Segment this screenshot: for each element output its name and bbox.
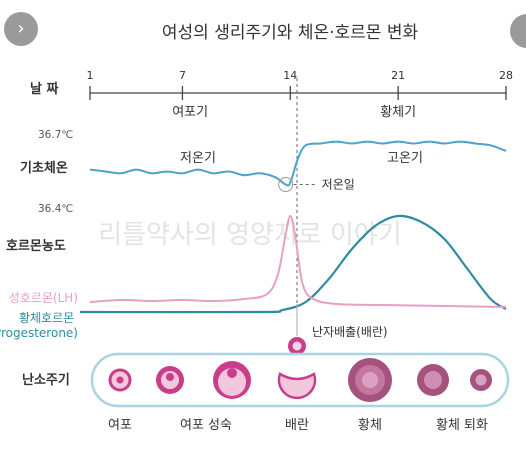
- ovary-stage-follicle-growing: [156, 366, 184, 394]
- ovary-corpus-luteum-core: [362, 372, 378, 388]
- ovary-stage-label-5: 황체 퇴화: [436, 418, 488, 433]
- temp-max-label: 36.7℃: [38, 129, 73, 141]
- watermark-text: 리틀약사의 영양지로 이야기: [98, 220, 402, 250]
- high-temp-period-label: 고온기: [387, 151, 423, 166]
- lh-legend-label: 성호르몬(LH): [9, 291, 78, 305]
- day-tick-label-7: 7: [179, 69, 186, 82]
- ovary-follicle-small-egg: [116, 376, 124, 384]
- phase-label-2: 황체기: [380, 105, 416, 120]
- low-temp-day-label: 저온일: [322, 178, 355, 192]
- ovary-ovulation-follicle: [277, 372, 317, 400]
- chart-title: 여성의 생리주기와 체온·호르몬 변화: [162, 23, 419, 43]
- ovary-stage-corpus-luteum: [348, 358, 392, 402]
- carousel-next-button[interactable]: [510, 14, 526, 48]
- ovary-stage-follicle-mature: [213, 361, 251, 399]
- ovary-stages: [108, 358, 492, 402]
- ovary-track: [90, 352, 510, 408]
- phase-labels: 여포기 황체기: [172, 105, 416, 120]
- carousel-prev-button[interactable]: ›: [4, 12, 38, 46]
- ovary-stage-labels: 여포 여포 성숙 배란 황체 황체 퇴화: [108, 418, 488, 433]
- ovary-stage-luteum-small: [470, 369, 492, 391]
- chevron-right-icon: ›: [17, 18, 25, 39]
- ovary-stage-label-4: 황체: [358, 418, 382, 433]
- ovary-regressing-core: [424, 371, 442, 389]
- ovary-stage-label-1: 여포: [108, 418, 132, 433]
- ovary-stage-follicle-small: [108, 368, 132, 392]
- ovary-follicle-growing-egg: [166, 373, 174, 381]
- low-temp-period-label: 저온기: [180, 151, 216, 166]
- ovary-corpus-albicans-core: [475, 374, 487, 386]
- ovary-stage-ovulation: [277, 372, 317, 400]
- ovary-follicle-mature-egg: [227, 368, 237, 378]
- temperature-row-label: 기초체온: [20, 161, 68, 176]
- phase-label-1: 여포기: [172, 105, 208, 120]
- temp-min-label: 36.4℃: [38, 203, 73, 215]
- ovary-stage-luteum-regressing: [417, 364, 449, 396]
- lh-line: [89, 214, 507, 308]
- released-egg-inner: [292, 341, 302, 351]
- day-tick-label-1: 1: [87, 69, 94, 82]
- day-tick-label-28: 28: [499, 69, 513, 82]
- day-ticks: 1 7 14 21 28: [87, 69, 513, 100]
- day-row-label: 날 짜: [30, 81, 58, 97]
- day-tick-label-21: 21: [391, 69, 405, 82]
- progesterone-line: [80, 214, 507, 314]
- ovulation-label: 난자배출(배란): [312, 325, 388, 339]
- temperature-line: [89, 140, 507, 187]
- ovary-stage-label-2: 여포 성숙: [180, 418, 232, 433]
- progesterone-legend-line-1: 황체호르몬: [19, 311, 74, 325]
- ovary-row-label: 난소주기: [22, 373, 70, 388]
- ovary-stage-label-3: 배란: [285, 418, 309, 433]
- hormone-row-label: 호르몬농도: [6, 239, 66, 254]
- progesterone-legend-line-2: (Progesterone): [0, 326, 78, 340]
- low-temp-day-marker: [278, 177, 294, 193]
- progesterone-legend-label: 황체호르몬 (Progesterone): [0, 311, 78, 340]
- ovary-follicle-mature-cavity: [218, 368, 246, 396]
- day-tick-label-14: 14: [283, 69, 297, 82]
